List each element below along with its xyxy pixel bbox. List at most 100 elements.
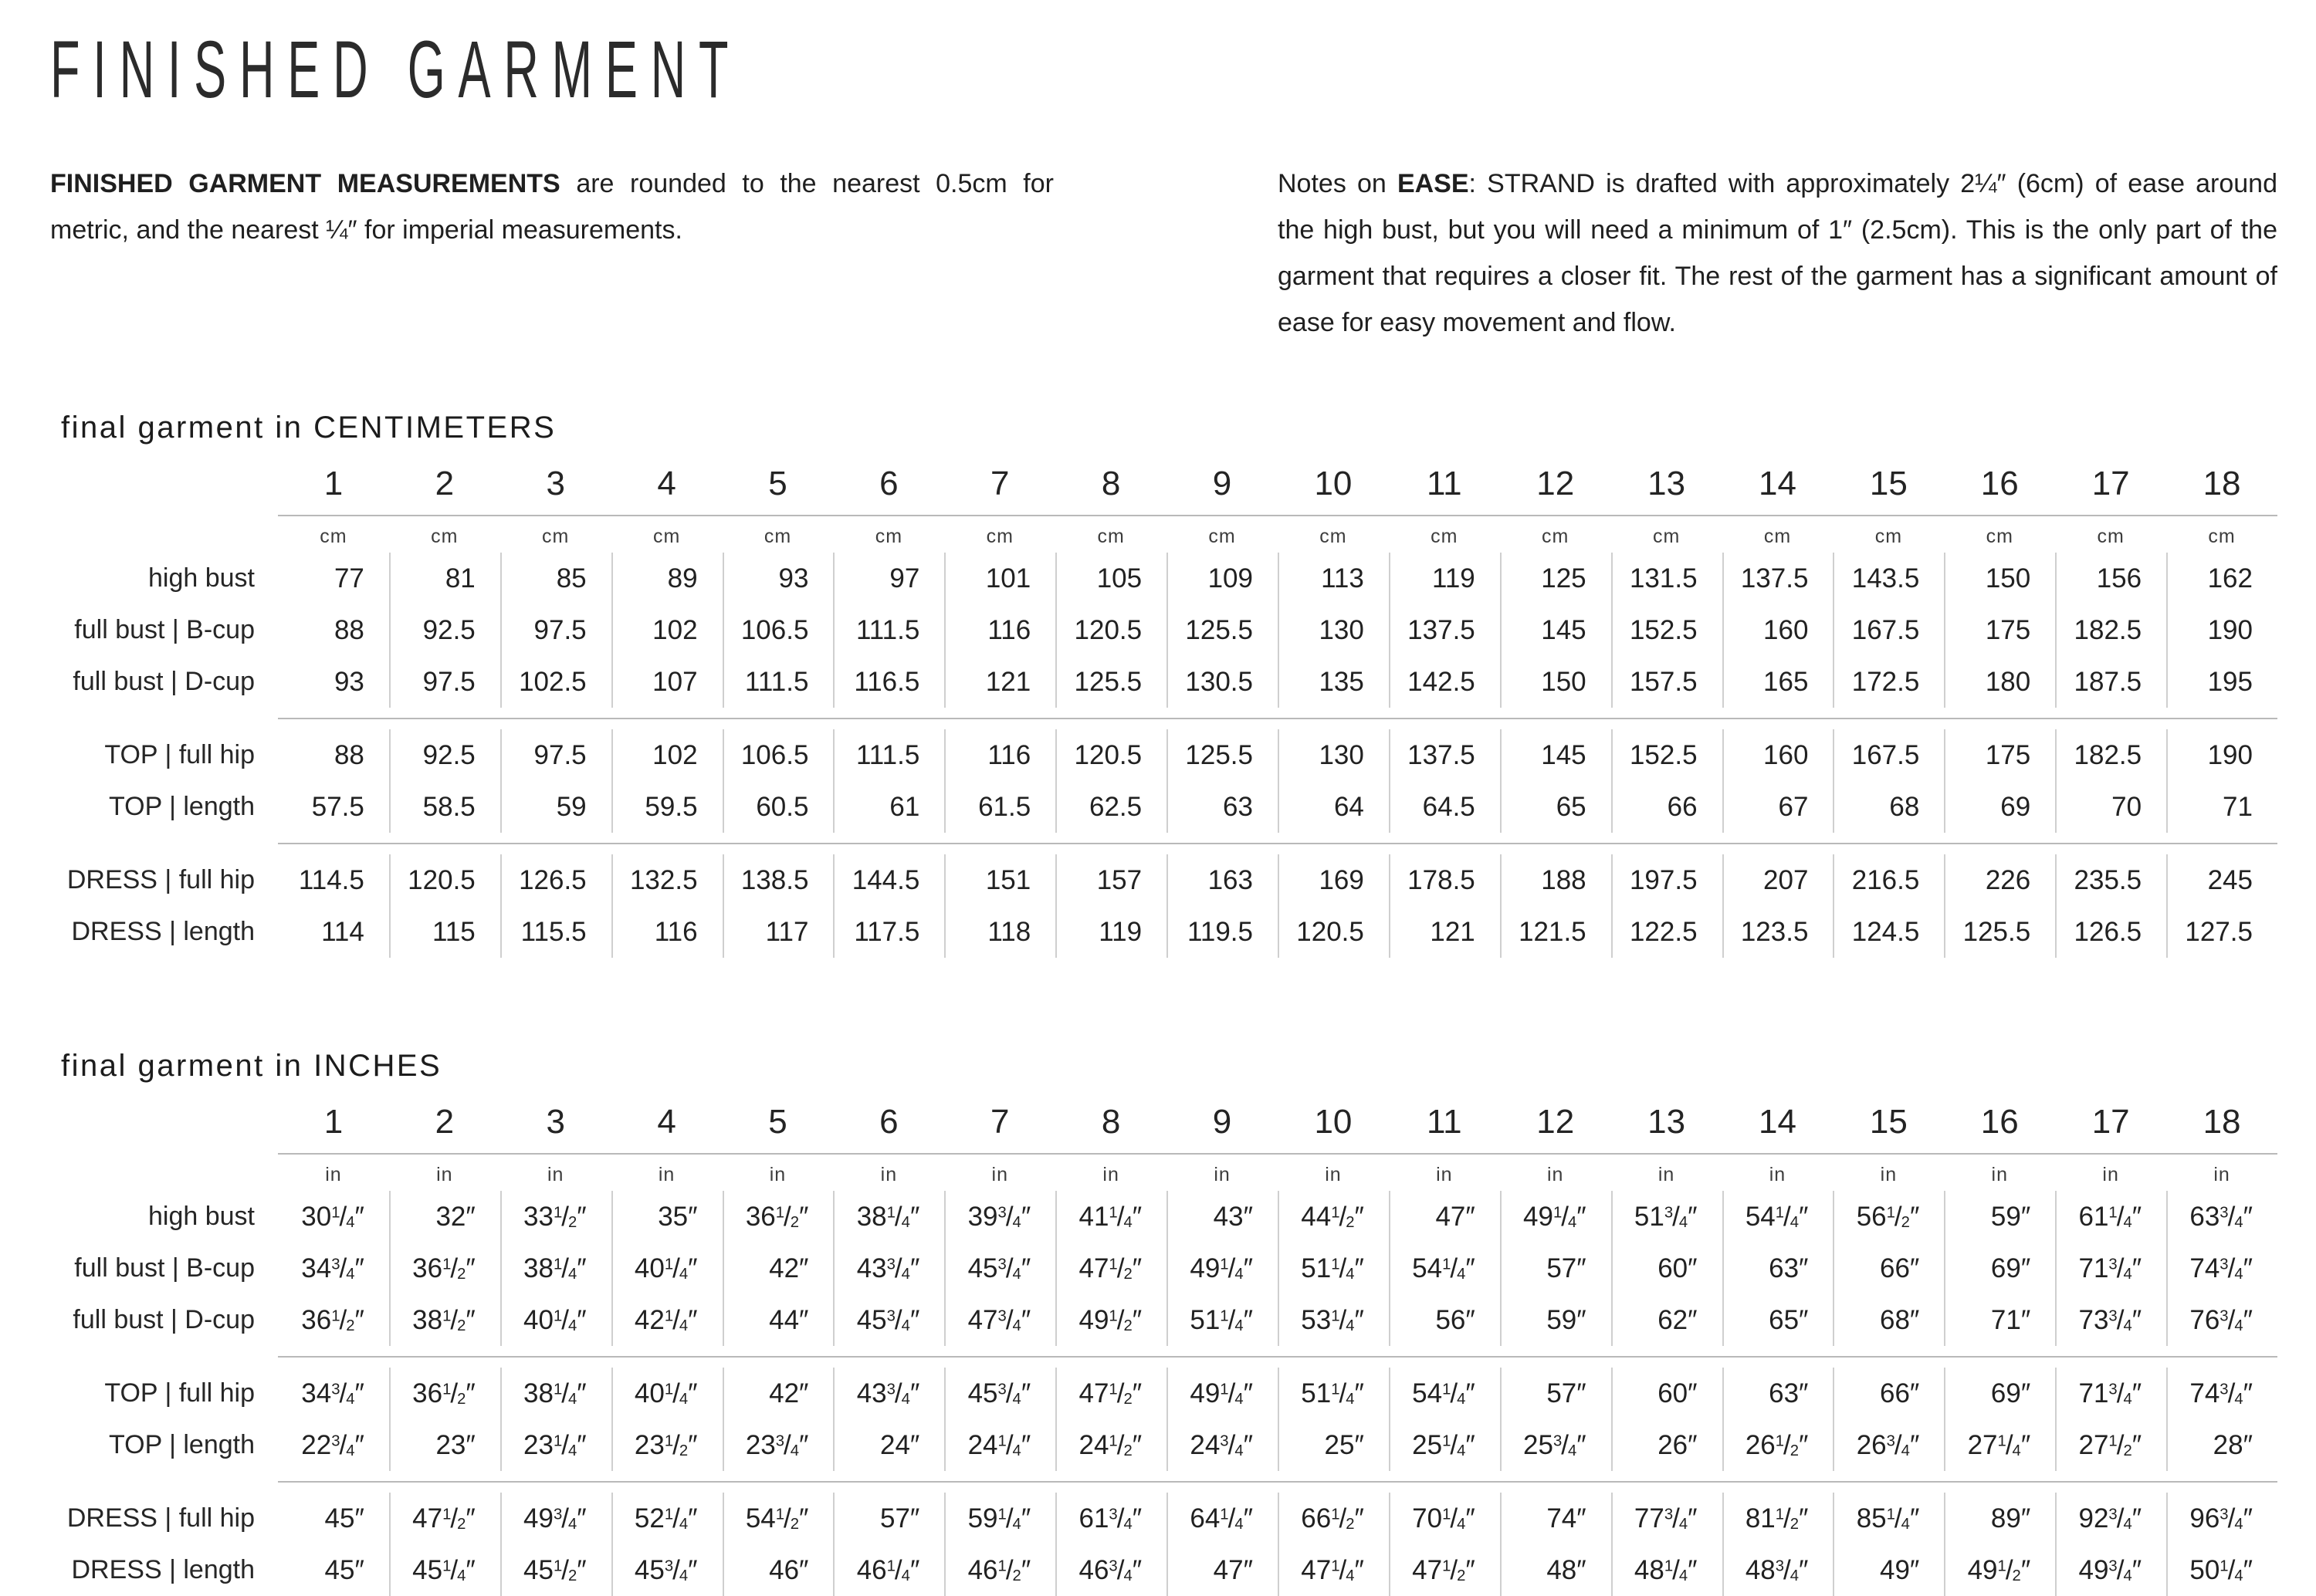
measurement-cell: 143.5 xyxy=(1833,553,1944,605)
measurement-cell: 114 xyxy=(321,917,364,948)
measurement-cell: 541/4″ xyxy=(1388,1368,1500,1420)
measurement-cell: 88 xyxy=(334,615,364,646)
unit-label: in xyxy=(1436,1164,1453,1186)
measurement-cell: 121 xyxy=(944,656,1055,708)
row-label: DRESS | full hip xyxy=(66,865,255,895)
measurement-cell: 137.5 xyxy=(1388,604,1500,657)
measurement-cell: 93 xyxy=(334,667,364,698)
size-column-header: 1 xyxy=(323,465,344,503)
unit-label: in xyxy=(991,1164,1008,1186)
measurement-cell: 102 xyxy=(611,729,723,782)
centimeters-table-title: final garment in CENTIMETERS xyxy=(61,411,557,445)
measurement-cell: 491/4″ xyxy=(1166,1368,1278,1420)
measurement-cell: 121 xyxy=(1388,906,1500,959)
measurement-cell: 62″ xyxy=(1610,1294,1722,1347)
measurement-cell: 182.5 xyxy=(2055,604,2166,657)
inches-table-title: final garment in INCHES xyxy=(61,1049,442,1084)
measurement-cell: 74″ xyxy=(1499,1493,1611,1545)
measurement-cell: 743/4″ xyxy=(2166,1368,2277,1420)
measurement-cell: 733/4″ xyxy=(2055,1294,2166,1347)
header-rule xyxy=(278,515,2277,517)
measurement-cell: 70 xyxy=(2055,781,2166,834)
measurement-cell: 541/4″ xyxy=(1388,1243,1500,1295)
measurement-cell: 481/4″ xyxy=(1610,1544,1722,1596)
measurement-cell: 491/4″ xyxy=(1499,1191,1611,1243)
measurement-cell: 126.5 xyxy=(499,854,611,907)
measurement-rounding-body: are rounded to the nearest 0.5cm for met… xyxy=(50,169,1054,245)
measurement-cell: 511/4″ xyxy=(1277,1243,1389,1295)
measurement-cell: 63″ xyxy=(1722,1243,1834,1295)
measurement-cell: 69″ xyxy=(1944,1368,2055,1420)
measurement-cell: 45″ xyxy=(324,1555,364,1586)
size-column-header: 7 xyxy=(990,1103,1010,1141)
measurement-cell: 118 xyxy=(944,906,1055,959)
row-label: TOP | length xyxy=(108,792,255,822)
measurement-cell: 97.5 xyxy=(388,656,500,708)
measurement-cell: 271/4″ xyxy=(1944,1419,2055,1472)
measurement-cell: 461/4″ xyxy=(833,1544,944,1596)
measurement-cell: 393/4″ xyxy=(944,1191,1055,1243)
unit-label: cm xyxy=(1097,526,1125,548)
size-column-header: 10 xyxy=(1314,465,1353,503)
measurement-cell: 491/2″ xyxy=(1055,1294,1166,1347)
measurement-cell: 513/4″ xyxy=(1610,1191,1722,1243)
measurement-cell: 167.5 xyxy=(1833,729,1944,782)
measurement-cell: 763/4″ xyxy=(2166,1294,2277,1347)
measurement-cell: 241/2″ xyxy=(1055,1419,1166,1472)
measurement-cell: 511/4″ xyxy=(1166,1294,1278,1347)
unit-label: cm xyxy=(2097,526,2125,548)
measurement-cell: 411/4″ xyxy=(1055,1191,1166,1243)
measurement-cell: 361/2″ xyxy=(388,1368,500,1420)
measurement-cell: 331/2″ xyxy=(499,1191,611,1243)
size-column-header: 11 xyxy=(1426,465,1462,503)
measurement-cell: 111.5 xyxy=(833,729,944,782)
measurement-cell: 93 xyxy=(722,553,834,605)
measurement-cell: 661/2″ xyxy=(1277,1493,1389,1545)
measurement-cell: 126.5 xyxy=(2055,906,2166,959)
measurement-cell: 541/4″ xyxy=(1722,1191,1834,1243)
table-corner-spacer xyxy=(50,1102,278,1151)
header-rule xyxy=(278,1153,2277,1155)
size-column-header: 2 xyxy=(435,465,455,503)
measurement-cell: 65 xyxy=(1499,781,1611,834)
unit-label: cm xyxy=(875,526,903,548)
unit-label: cm xyxy=(1763,526,1792,548)
measurement-cell: 178.5 xyxy=(1388,854,1500,907)
unit-label: in xyxy=(880,1164,898,1186)
measurement-cell: 163 xyxy=(1166,854,1278,907)
measurement-cell: 743/4″ xyxy=(2166,1243,2277,1295)
measurement-cell: 77 xyxy=(334,563,364,594)
measurement-cell: 453/4″ xyxy=(611,1544,723,1596)
measurement-cell: 113 xyxy=(1277,553,1389,605)
measurement-cell: 701/4″ xyxy=(1388,1493,1500,1545)
page-title: FINISHED GARMENT xyxy=(50,25,742,115)
measurement-cell: 453/4″ xyxy=(944,1243,1055,1295)
measurement-cell: 923/4″ xyxy=(2055,1493,2166,1545)
size-column-header: 17 xyxy=(2091,465,2130,503)
measurement-cell: 68 xyxy=(1833,781,1944,834)
measurement-cell: 271/2″ xyxy=(2055,1419,2166,1472)
measurement-cell: 261/2″ xyxy=(1722,1419,1834,1472)
measurement-cell: 142.5 xyxy=(1388,656,1500,708)
unit-label: cm xyxy=(1319,526,1347,548)
unit-label: cm xyxy=(1431,526,1458,548)
measurement-cell: 109 xyxy=(1166,553,1278,605)
measurement-cell: 101 xyxy=(944,553,1055,605)
size-column-header: 6 xyxy=(879,465,899,503)
size-column-header: 8 xyxy=(1101,465,1121,503)
measurement-cell: 60″ xyxy=(1610,1243,1722,1295)
measurement-cell: 67 xyxy=(1722,781,1834,834)
measurement-cell: 190 xyxy=(2166,729,2277,782)
measurement-cell: 59″ xyxy=(1944,1191,2055,1243)
unit-label: cm xyxy=(320,526,347,548)
size-column-header: 14 xyxy=(1759,1103,1796,1141)
measurement-cell: 92.5 xyxy=(388,729,500,782)
measurement-cell: 57″ xyxy=(1499,1243,1611,1295)
measurement-cell: 32″ xyxy=(388,1191,500,1243)
measurement-cell: 24″ xyxy=(833,1419,944,1472)
size-column-header: 9 xyxy=(1212,465,1232,503)
ease-notes-prefix: Notes on xyxy=(1278,169,1397,199)
measurement-cell: 169 xyxy=(1277,854,1389,907)
measurement-cell: 226 xyxy=(1944,854,2055,907)
